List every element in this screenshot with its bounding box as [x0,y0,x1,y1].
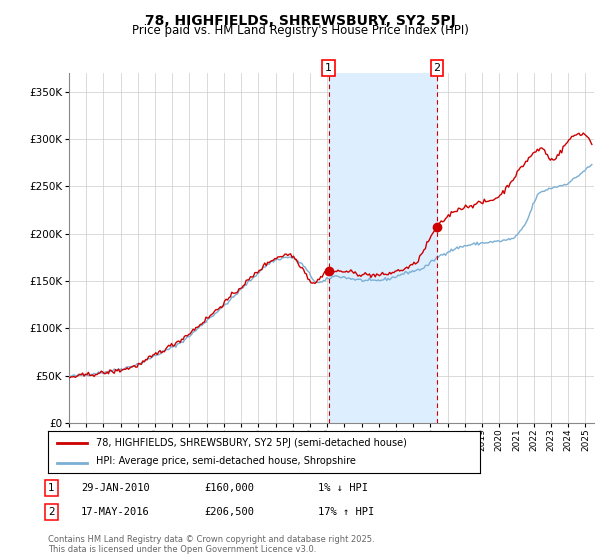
Text: 17-MAY-2016: 17-MAY-2016 [81,507,150,517]
Text: 1: 1 [325,63,332,73]
Text: 78, HIGHFIELDS, SHREWSBURY, SY2 5PJ: 78, HIGHFIELDS, SHREWSBURY, SY2 5PJ [145,14,455,28]
Text: £160,000: £160,000 [204,483,254,493]
Text: 1: 1 [48,483,55,493]
Text: 2: 2 [433,63,440,73]
Text: 1% ↓ HPI: 1% ↓ HPI [318,483,368,493]
Text: 17% ↑ HPI: 17% ↑ HPI [318,507,374,517]
Text: Contains HM Land Registry data © Crown copyright and database right 2025.
This d: Contains HM Land Registry data © Crown c… [48,535,374,554]
Text: 29-JAN-2010: 29-JAN-2010 [81,483,150,493]
Text: HPI: Average price, semi-detached house, Shropshire: HPI: Average price, semi-detached house,… [95,456,355,466]
Text: 2: 2 [48,507,55,517]
Text: £206,500: £206,500 [204,507,254,517]
Text: 78, HIGHFIELDS, SHREWSBURY, SY2 5PJ (semi-detached house): 78, HIGHFIELDS, SHREWSBURY, SY2 5PJ (sem… [95,438,406,448]
Bar [329,73,437,423]
Text: Price paid vs. HM Land Registry's House Price Index (HPI): Price paid vs. HM Land Registry's House … [131,24,469,36]
